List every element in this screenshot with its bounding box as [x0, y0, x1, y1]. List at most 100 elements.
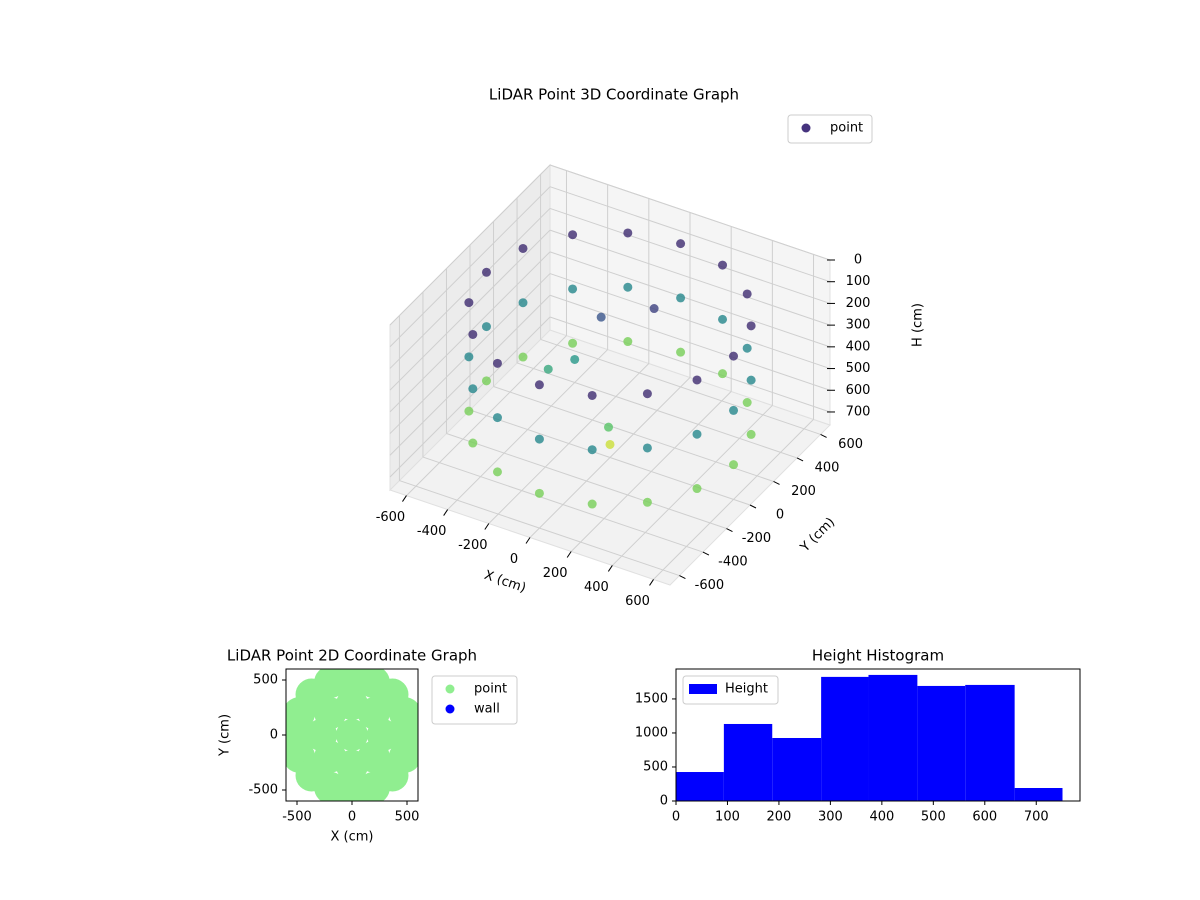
y-tick-label: 0: [660, 794, 668, 809]
legend-label: point: [474, 682, 507, 697]
point: [596, 312, 606, 322]
grid-line: [389, 316, 551, 478]
grid-line: [549, 229, 831, 326]
x-tick-label: -200: [458, 538, 488, 553]
point: [492, 413, 502, 423]
x-tick-label: 0: [510, 552, 518, 567]
point: [742, 289, 752, 299]
point: [746, 375, 756, 385]
point: [534, 380, 544, 390]
grid-line: [516, 362, 798, 459]
point: [492, 467, 502, 477]
point: [587, 499, 597, 509]
point: [568, 338, 578, 348]
point: [746, 321, 756, 331]
y-tick-label: 500: [253, 673, 278, 688]
point: [676, 239, 686, 249]
x-tick-label: -600: [376, 510, 406, 525]
grid-line: [446, 433, 727, 530]
point: [692, 429, 702, 439]
point: [468, 438, 478, 448]
bar: [772, 737, 822, 801]
x-tick-label: 100: [715, 810, 740, 825]
legend-swatch: [801, 123, 811, 133]
point: [676, 293, 686, 303]
z-tick-label: 600: [846, 383, 871, 398]
y-tick-label: -600: [695, 578, 725, 593]
point: [676, 347, 686, 357]
chart-title: Height Histogram: [812, 647, 944, 665]
point: [570, 354, 580, 364]
point: [481, 267, 491, 277]
point: [464, 352, 474, 362]
legend-swatch: [445, 704, 455, 714]
legend-box: [787, 114, 873, 144]
point: [587, 390, 597, 400]
z-tick-label: 100: [846, 274, 871, 289]
tick-mark: [773, 481, 780, 485]
y-tick-label: -200: [742, 531, 772, 546]
x-axis-label: X (cm): [482, 568, 528, 596]
tick-mark: [679, 575, 686, 580]
tick-mark: [525, 537, 531, 544]
grid-line: [399, 480, 680, 577]
x-tick-label: 400: [584, 580, 609, 595]
tick-mark: [484, 523, 490, 530]
x-tick-label: -400: [417, 524, 447, 539]
point: [464, 298, 474, 308]
tick-mark: [649, 579, 654, 586]
tick-mark: [796, 457, 804, 462]
point: [357, 740, 390, 773]
point: [718, 260, 728, 270]
x-tick-label: 600: [625, 594, 650, 609]
y-axis-label: Y (cm): [797, 515, 838, 556]
tick-mark: [820, 433, 827, 438]
bar: [917, 685, 966, 801]
x-tick-label: 700: [1024, 810, 1049, 825]
x-tick-label: 500: [921, 810, 946, 825]
grid-line: [389, 164, 551, 326]
bar: [965, 684, 1015, 801]
axes-frame: [675, 668, 1081, 802]
y-tick-label: 1000: [635, 725, 668, 740]
z-tick-label: 0: [854, 253, 862, 268]
point: [481, 376, 491, 386]
bar: [868, 674, 918, 801]
point: [587, 445, 597, 455]
legend-label: point: [830, 121, 863, 136]
tick-mark: [726, 528, 733, 532]
grid-line: [540, 338, 821, 435]
point: [742, 397, 752, 407]
grid-line: [549, 207, 831, 304]
point: [604, 422, 614, 432]
grid-line: [549, 273, 831, 370]
grid-line: [493, 385, 774, 482]
point: [718, 369, 728, 379]
legend-label: Height: [725, 682, 768, 697]
point: [692, 375, 702, 385]
chart-title: LiDAR Point 3D Coordinate Graph: [489, 86, 739, 104]
x-tick-label: 300: [818, 810, 843, 825]
y-tick-label: -500: [248, 783, 278, 798]
point: [605, 439, 615, 449]
grid-line: [389, 208, 551, 369]
point: [481, 322, 491, 332]
legend-swatch: [689, 684, 717, 694]
point: [534, 488, 544, 498]
grid-line: [549, 186, 831, 283]
point: [649, 304, 659, 314]
grid-line: [389, 186, 551, 348]
point: [742, 343, 752, 353]
x-tick-label: 0: [672, 810, 680, 825]
point: [729, 460, 739, 470]
grid-line: [389, 229, 551, 391]
point: [642, 497, 652, 507]
point: [692, 484, 702, 494]
grid-line: [389, 294, 551, 456]
point: [492, 358, 502, 368]
chart-title: LiDAR Point 2D Coordinate Graph: [227, 647, 477, 665]
point: [534, 434, 544, 444]
bar: [723, 723, 773, 801]
tick-mark: [402, 495, 407, 502]
